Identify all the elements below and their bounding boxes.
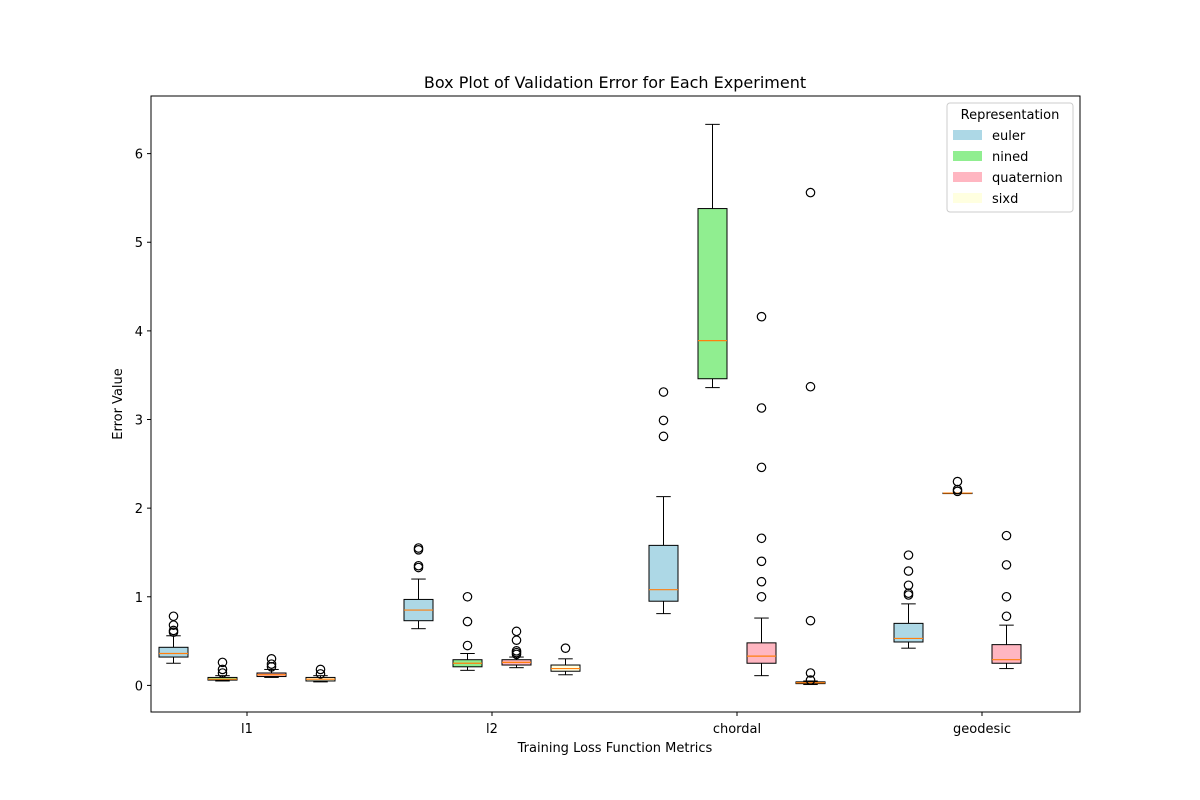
outlier-point: [1001, 591, 1012, 602]
outlier-point: [266, 659, 277, 669]
outlier-point: [413, 543, 424, 553]
legend-swatch-euler: [953, 130, 982, 140]
box-l1-nined: [207, 657, 238, 682]
box-iqr: [158, 646, 189, 658]
legend-swatch-quaternion: [953, 172, 982, 182]
outlier-point: [511, 646, 522, 656]
outlier-point: [658, 415, 669, 426]
outlier-point: [805, 615, 816, 626]
y-tick-label: 1: [135, 591, 143, 606]
outlier-point: [462, 640, 473, 651]
outlier-point: [413, 560, 424, 571]
outlier-point: [168, 611, 179, 622]
outlier-point: [805, 675, 816, 685]
box-geodesic-quaternion: [991, 530, 1022, 670]
outlier-point: [805, 668, 816, 678]
y-tick-label: 0: [135, 679, 143, 694]
box-iqr: [746, 642, 777, 664]
outlier-point: [903, 550, 914, 560]
plot-area: 0 1 2 3 4 5 6 l1 l2 chordal geodesic: [135, 95, 1081, 737]
x-tick-label: l2: [486, 722, 498, 737]
legend-label-euler: euler: [992, 129, 1026, 144]
box-chordal-euler: [648, 387, 679, 615]
outlier-point: [756, 556, 767, 567]
outlier-point: [462, 616, 473, 627]
outlier-point: [952, 476, 963, 487]
legend-label-quaternion: quaternion: [992, 171, 1063, 186]
y-axis-label: Error Value: [111, 368, 126, 440]
outlier-point: [756, 311, 767, 322]
outlier-point: [315, 669, 326, 679]
x-tick-label: l1: [241, 722, 253, 737]
outlier-point: [315, 664, 326, 675]
outlier-point: [756, 403, 767, 413]
plot-frame: [150, 95, 1081, 713]
outlier-point: [560, 643, 571, 653]
x-tick-label: geodesic: [953, 722, 1011, 737]
box-l2-quaternion: [501, 626, 532, 669]
box-iqr: [991, 644, 1022, 664]
outlier-point: [511, 635, 522, 646]
outlier-point: [903, 580, 914, 591]
box-chordal-nined: [697, 123, 728, 389]
box-l2-sixd: [550, 643, 581, 676]
outlier-point: [266, 654, 277, 664]
outlier-point: [658, 431, 669, 442]
x-axis-label: Training Loss Function Metrics: [517, 741, 713, 756]
box-l2-nined: [452, 591, 483, 671]
outlier-point: [658, 387, 669, 397]
outlier-point: [217, 657, 228, 668]
outlier-point: [217, 664, 228, 675]
box-l1-euler: [158, 611, 189, 664]
outlier-point: [903, 566, 914, 576]
legend-label-nined: nined: [992, 150, 1028, 165]
outlier-point: [756, 576, 767, 587]
outlier-point: [756, 533, 767, 544]
box-geodesic-nined: [942, 476, 973, 497]
outlier-point: [1001, 530, 1012, 541]
box-iqr: [893, 622, 924, 643]
box-l1-sixd: [305, 664, 336, 683]
y-tick-label: 6: [135, 148, 143, 163]
outlier-point: [1001, 611, 1012, 622]
x-tick-label: chordal: [713, 722, 761, 737]
outlier-point: [756, 462, 767, 473]
box-l1-quaternion: [256, 654, 287, 678]
box-geodesic-euler: [893, 550, 924, 649]
outlier-point: [756, 591, 767, 602]
legend-title: Representation: [961, 108, 1060, 123]
outlier-point: [1001, 560, 1012, 570]
box-iqr: [697, 208, 728, 380]
y-tick-label: 5: [135, 236, 143, 251]
outlier-point: [511, 626, 522, 637]
outlier-point: [462, 591, 473, 602]
box-l2-euler: [403, 543, 434, 630]
box-chordal-sixd: [795, 187, 826, 686]
legend-swatch-nined: [953, 151, 982, 161]
y-tick-label: 4: [135, 325, 143, 340]
outlier-point: [217, 668, 228, 678]
outlier-point: [168, 625, 179, 636]
chart-title: Box Plot of Validation Error for Each Ex…: [424, 73, 806, 92]
legend-label-sixd: sixd: [992, 192, 1018, 207]
outlier-point: [805, 187, 816, 198]
outlier-point: [805, 381, 816, 392]
y-tick-label: 2: [135, 502, 143, 517]
box-iqr: [648, 544, 679, 602]
legend-swatch-sixd: [953, 193, 982, 203]
y-tick-label: 3: [135, 414, 143, 429]
box-chordal-quaternion: [746, 311, 777, 677]
legend: Representation euler nined quaternion sixd: [946, 102, 1074, 213]
